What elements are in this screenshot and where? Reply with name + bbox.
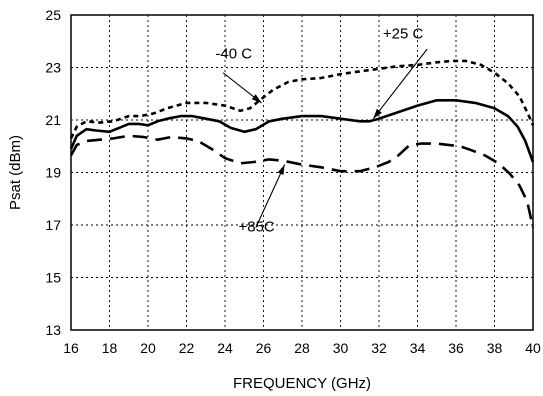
annotation-arrow-head <box>251 94 262 103</box>
annotation-arrow-line <box>372 48 428 120</box>
x-tick-label: 24 <box>217 340 233 356</box>
x-axis-title: FREQUENCY (GHz) <box>233 375 371 392</box>
y-tick-label: 21 <box>45 112 61 128</box>
grid-lines <box>71 15 533 330</box>
y-tick-label: 19 <box>45 165 61 181</box>
y-tick-labels: 13 15 17 19 21 23 25 <box>45 7 61 338</box>
x-tick-label: 22 <box>179 340 195 356</box>
y-axis-title: Psat (dBm) <box>7 135 24 210</box>
annotation-arrow-head <box>373 108 382 119</box>
series-line-25c <box>69 99 535 163</box>
x-tick-label: 18 <box>102 340 118 356</box>
series-line-40c <box>69 59 535 139</box>
annotation-arrow-head <box>277 164 285 176</box>
plot-frame <box>70 14 534 331</box>
annotation-label-25c: +25 C <box>383 26 424 43</box>
x-tick-label: 16 <box>63 340 79 356</box>
annotation-arrow-line <box>255 164 286 228</box>
x-tick-label: 20 <box>140 340 156 356</box>
annotation-label-85c: +85C <box>238 219 274 236</box>
x-tick-label: 30 <box>333 340 349 356</box>
series-annotations: -40 C +25 C +85C <box>215 26 428 236</box>
data-series <box>69 59 535 228</box>
series-line-85c <box>69 134 535 228</box>
x-tick-label: 38 <box>487 340 503 356</box>
x-tick-label: 28 <box>294 340 310 356</box>
y-tick-label: 23 <box>45 60 61 76</box>
y-tick-label: 13 <box>45 322 61 338</box>
y-tick-label: 15 <box>45 270 61 286</box>
x-tick-label: 36 <box>448 340 464 356</box>
y-tick-label: 17 <box>45 217 61 233</box>
annotation-label-40c: -40 C <box>215 45 252 62</box>
x-tick-label: 40 <box>525 340 541 356</box>
x-tick-label: 32 <box>371 340 387 356</box>
x-tick-label: 34 <box>410 340 426 356</box>
x-tick-label: 26 <box>256 340 272 356</box>
y-tick-label: 25 <box>45 7 61 23</box>
x-tick-labels: 16 18 20 22 24 26 28 30 32 34 36 38 40 <box>63 340 541 356</box>
